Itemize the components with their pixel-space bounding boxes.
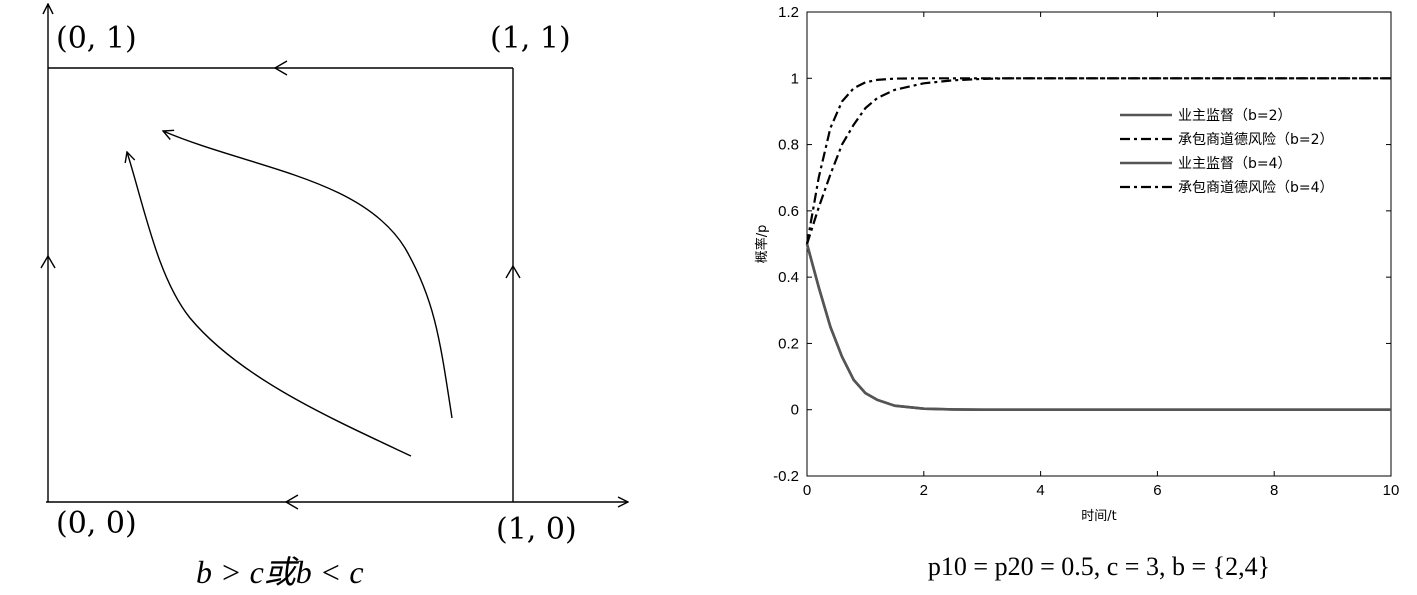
series-line-2: [805, 77, 1391, 245]
y-tick-label: 0: [791, 402, 799, 419]
phase-trajectory-1: [127, 152, 412, 457]
x-tick-label: 4: [1036, 482, 1044, 499]
legend: 业主监督（b=2） 承包商道德风险（b=2） 业主监督（b=4） 承包商道德风险（b=…: [1120, 108, 1334, 196]
y-tick-label: 0.8: [778, 137, 799, 154]
x-axis-label: 时间/t: [1081, 509, 1116, 524]
phase-trajectory-2: [163, 131, 453, 419]
corner-label-bottom-right: (1, 0): [496, 512, 577, 547]
x-tick-label: 0: [803, 482, 811, 499]
x-tick-label: 2: [920, 482, 928, 499]
legend-entry: 业主监督（b=4）: [1178, 156, 1292, 172]
y-tick-label: 0.4: [778, 269, 799, 286]
phase-diagram: (0, 1) (1, 1) (0, 0) (1, 0) b > c或b < c: [40, 4, 628, 590]
legend-entry: 业主监督（b=2）: [1178, 108, 1292, 124]
y-tick-label: 0.6: [778, 203, 799, 220]
phase-caption: b > c或b < c: [196, 554, 364, 590]
y-tick-label: 1: [791, 70, 799, 87]
phase-right-edge-arrow-icon: [505, 264, 521, 279]
y-tick-label: 1.2: [778, 4, 799, 21]
chart-caption: p10 = p20 = 0.5, c = 3, b = {2,4}: [928, 552, 1270, 581]
line-chart: 0 2 4 6 8 10-0.200.20.40.60.811.2 业主监督（b=2）承包…: [754, 4, 1399, 581]
corner-label-top-right: (1, 1): [490, 21, 571, 56]
corner-label-top-left: (0, 1): [56, 21, 137, 56]
corner-label-bottom-left: (0, 0): [56, 506, 137, 541]
legend-entry: 承包商道德风险（b=4）: [1178, 180, 1334, 196]
y-tick-label: -0.2: [773, 468, 799, 485]
legend-entry: 承包商道德风险（b=2）: [1178, 132, 1334, 148]
series-line-4: [805, 77, 1391, 245]
series-line-3: [805, 243, 1391, 412]
y-tick-label: 0.2: [778, 335, 799, 352]
x-tick-label: 8: [1270, 482, 1278, 499]
phase-top-edge-arrow-icon: [273, 60, 288, 76]
y-axis-label: 概率/p: [754, 225, 770, 264]
x-tick-label: 10: [1383, 482, 1400, 499]
phase-bottom-edge-arrow-icon: [284, 494, 299, 510]
x-tick-label: 6: [1153, 482, 1161, 499]
phase-left-edge-arrow-icon: [40, 254, 56, 269]
